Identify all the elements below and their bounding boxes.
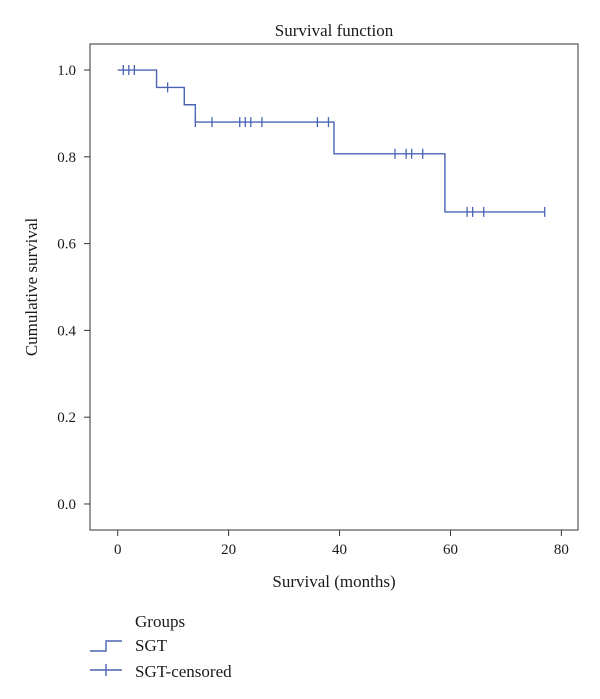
y-tick-label: 0.0	[57, 497, 76, 513]
legend-item-sgt-censored: SGT-censored	[90, 662, 232, 681]
x-tick-label: 0	[114, 542, 122, 558]
legend-label-sgt: SGT	[135, 636, 168, 655]
plot-area-frame	[89, 43, 579, 531]
y-tick-label: 0.2	[57, 410, 76, 426]
legend-item-sgt: SGT	[90, 636, 168, 655]
legend-label-sgt-censored: SGT-censored	[135, 662, 232, 681]
y-axis-ticks: 0.0 0.2 0.4 0.6 0.8 1.0	[57, 63, 90, 513]
y-tick-label: 0.8	[57, 150, 76, 166]
chart-title: Survival function	[275, 21, 394, 40]
x-tick-label: 40	[332, 542, 347, 558]
legend-title: Groups	[135, 612, 185, 631]
survival-step-line	[117, 69, 545, 213]
x-tick-label: 80	[554, 542, 569, 558]
x-tick-label: 20	[221, 542, 236, 558]
x-axis-label: Survival (months)	[272, 572, 395, 591]
y-tick-label: 1.0	[57, 63, 76, 79]
y-tick-label: 0.6	[57, 237, 76, 253]
y-tick-label: 0.4	[57, 323, 76, 339]
legend: Groups SGT SGT-censored	[90, 612, 232, 681]
series-layer	[117, 65, 546, 217]
x-axis-ticks: 0 20 40 60 80	[114, 530, 569, 558]
x-tick-label: 60	[443, 542, 458, 558]
step-line-icon	[90, 640, 122, 652]
y-axis-label: Cumulative survival	[22, 218, 41, 357]
